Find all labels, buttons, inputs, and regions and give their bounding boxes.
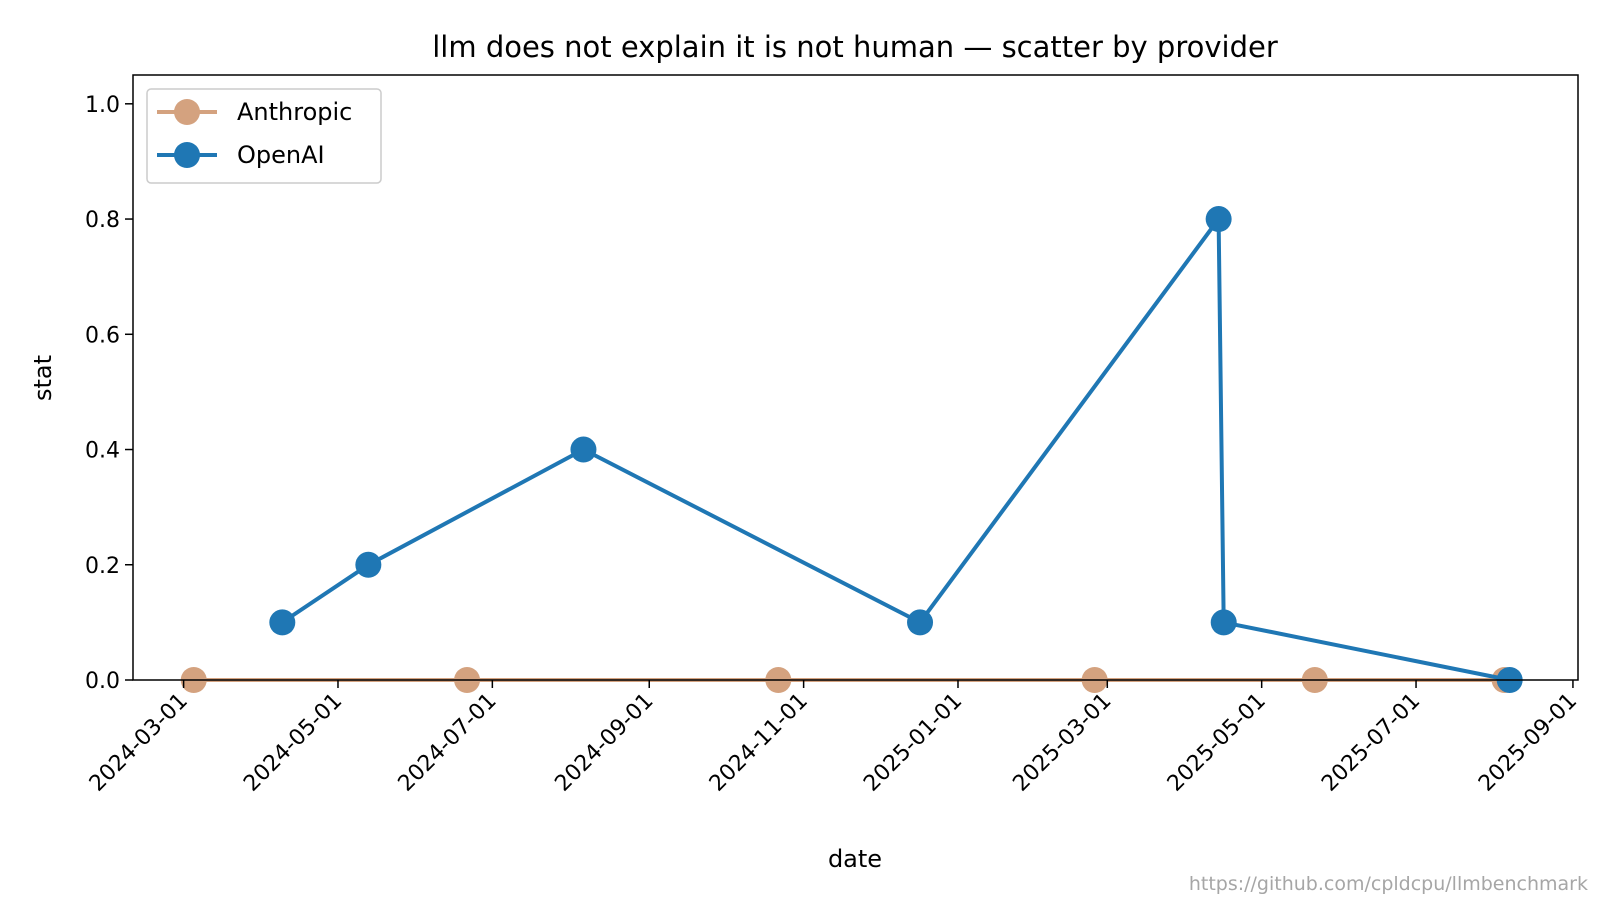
x-tick-label: 2024-09-01 <box>550 689 658 797</box>
y-tick-label: 1.0 <box>85 93 120 118</box>
y-axis-label: stat <box>29 355 57 401</box>
openai-data-point <box>907 609 934 636</box>
openai-data-point <box>1205 206 1232 233</box>
openai-data-point <box>1210 609 1237 636</box>
x-tick-label: 2025-05-01 <box>1163 689 1271 797</box>
openai-data-point <box>269 609 296 636</box>
x-tick-label: 2024-11-01 <box>705 689 813 797</box>
y-tick-label: 0.0 <box>85 669 120 694</box>
y-axis: 0.0 0.2 0.4 0.6 0.8 1.0 <box>85 93 133 694</box>
y-tick-label: 0.6 <box>85 323 120 348</box>
x-tick-label: 2025-07-01 <box>1317 689 1425 797</box>
openai-data-point <box>355 551 382 578</box>
x-tick-label: 2025-01-01 <box>859 689 967 797</box>
watermark: https://github.com/cpldcpu/llmbenchmark <box>1189 873 1588 895</box>
y-tick-label: 0.4 <box>85 439 120 464</box>
legend-swatch-marker-anthropic <box>174 99 200 125</box>
x-tick-label: 2025-03-01 <box>1008 689 1116 797</box>
y-tick-label: 0.8 <box>85 208 120 233</box>
legend-label-anthropic: Anthropic <box>237 98 352 126</box>
x-tick-label: 2024-07-01 <box>394 689 502 797</box>
legend: Anthropic OpenAI <box>146 88 382 184</box>
x-tick-label: 2025-09-01 <box>1474 689 1582 797</box>
x-axis: 2024-03-01 2024-05-01 2024-07-01 2024-09-01… <box>85 680 1582 797</box>
chart-title: llm does not explain it is not human — s… <box>432 30 1278 64</box>
legend-label-openai: OpenAI <box>237 141 325 169</box>
x-tick-label: 2024-03-01 <box>85 689 193 797</box>
legend-swatch-marker-openai <box>174 142 200 168</box>
plot-frame <box>132 74 1579 681</box>
x-tick-label: 2024-05-01 <box>239 689 347 797</box>
x-axis-label: date <box>828 845 882 873</box>
y-tick-label: 0.2 <box>85 554 120 579</box>
openai-data-point <box>570 436 597 463</box>
